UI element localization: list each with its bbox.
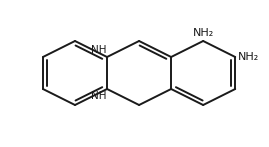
Text: NH: NH bbox=[91, 91, 106, 101]
Text: NH₂: NH₂ bbox=[238, 52, 260, 62]
Text: NH₂: NH₂ bbox=[193, 28, 214, 38]
Text: NH: NH bbox=[91, 45, 106, 55]
